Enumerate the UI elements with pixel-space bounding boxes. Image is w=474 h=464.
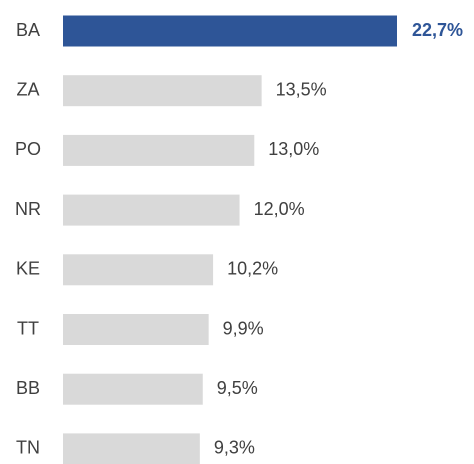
value-label: 9,3% [214, 438, 255, 458]
category-label: BA [16, 20, 40, 40]
value-label: 13,0% [268, 139, 319, 159]
bar [63, 75, 262, 107]
bar [63, 254, 214, 286]
value-label: 10,2% [227, 259, 278, 279]
category-label: PO [15, 139, 41, 159]
category-label: NR [15, 199, 41, 219]
category-label: TT [17, 318, 39, 338]
category-label: BB [16, 378, 40, 398]
bar [63, 134, 255, 166]
value-label: 13,5% [276, 79, 327, 99]
value-label: 9,9% [223, 318, 264, 338]
value-label: 22,7% [412, 20, 463, 40]
bar [63, 373, 203, 405]
bar [63, 15, 397, 47]
bar [63, 433, 200, 464]
category-label: TN [16, 438, 40, 458]
value-label: 12,0% [254, 199, 305, 219]
bar [63, 314, 209, 345]
category-label: KE [16, 259, 40, 279]
category-label: ZA [16, 79, 39, 99]
bar [63, 194, 240, 226]
value-label: 9,5% [217, 378, 258, 398]
